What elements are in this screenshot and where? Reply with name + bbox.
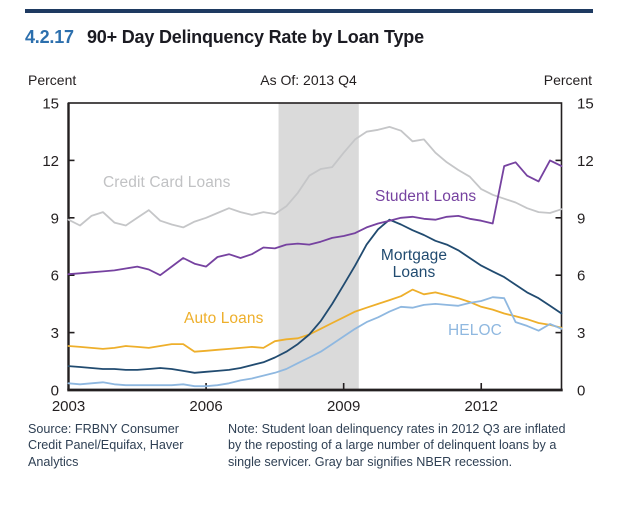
svg-text:3: 3 bbox=[51, 325, 59, 342]
svg-text:0: 0 bbox=[577, 383, 585, 400]
svg-text:6: 6 bbox=[577, 268, 585, 285]
svg-text:0: 0 bbox=[51, 383, 59, 400]
source-note: Source: FRBNY Consumer Credit Panel/Equi… bbox=[28, 422, 184, 469]
series-label-heloc: HELOC bbox=[448, 322, 502, 339]
svg-text:12: 12 bbox=[42, 153, 59, 170]
figure-number: 4.2.17 bbox=[25, 27, 74, 47]
svg-text:3: 3 bbox=[577, 325, 585, 342]
svg-text:2009: 2009 bbox=[327, 398, 360, 415]
as-of-label: As Of: 2013 Q4 bbox=[260, 72, 357, 88]
y-axis-unit-right: Percent bbox=[543, 72, 592, 88]
svg-text:12: 12 bbox=[577, 153, 594, 170]
series-label-mortgage-loans: Mortgage Loans bbox=[380, 247, 448, 281]
svg-text:9: 9 bbox=[577, 210, 585, 227]
y-axis-unit-left: Percent bbox=[28, 72, 77, 88]
svg-text:2003: 2003 bbox=[52, 398, 85, 415]
figure-title: 90+ Day Delinquency Rate by Loan Type bbox=[87, 27, 424, 47]
svg-text:15: 15 bbox=[577, 96, 594, 113]
series-label-auto-loans: Auto Loans bbox=[184, 310, 264, 327]
svg-text:9: 9 bbox=[51, 210, 59, 227]
svg-text:2012: 2012 bbox=[465, 398, 498, 415]
header-rule bbox=[25, 9, 593, 13]
svg-text:2006: 2006 bbox=[189, 398, 222, 415]
series-label-student-loans: Student Loans bbox=[375, 188, 477, 205]
series-label-credit-card-loans: Credit Card Loans bbox=[103, 174, 231, 191]
footnote: Note: Student loan delinquency rates in … bbox=[228, 422, 566, 469]
svg-text:6: 6 bbox=[51, 268, 59, 285]
svg-text:15: 15 bbox=[42, 96, 59, 113]
